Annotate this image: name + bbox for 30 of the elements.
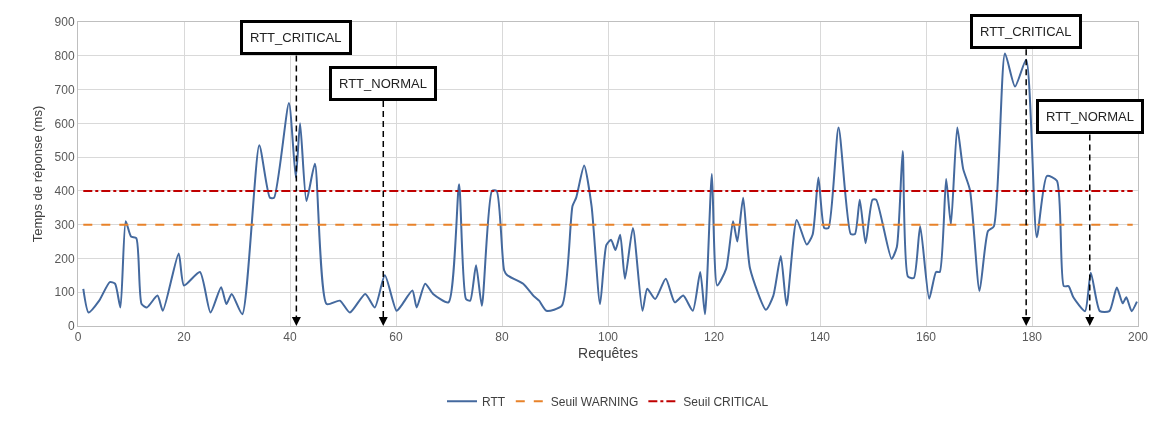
y-tick-label: 200 <box>54 251 75 266</box>
y-tick-label: 800 <box>54 48 75 63</box>
x-tick-label: 40 <box>283 330 297 345</box>
ref-line-label: RTT_NORMAL <box>339 76 427 91</box>
x-tick-label: 200 <box>1127 330 1149 345</box>
x-tick-label: 60 <box>389 330 403 345</box>
x-tick-label: 100 <box>597 330 619 345</box>
y-tick-label: 400 <box>54 184 75 199</box>
x-tick-label: 120 <box>703 330 725 345</box>
legend-label: Seuil CRITICAL <box>683 394 769 409</box>
line-series <box>82 52 1138 316</box>
y-axis-title: Temps de réponse (ms) <box>30 105 45 243</box>
y-tick-label: 900 <box>54 15 75 30</box>
y-tick-label: 300 <box>54 217 75 232</box>
y-tick-label: 500 <box>54 150 75 165</box>
ref-line-label: RTT_NORMAL <box>1046 109 1134 124</box>
x-tick-label: 180 <box>1021 330 1043 345</box>
ref-line-label: RTT_CRITICAL <box>980 24 1072 39</box>
x-tick-label: 140 <box>809 330 831 345</box>
x-axis-title: Requêtes <box>578 344 638 361</box>
legend-label: Seuil WARNING <box>550 394 639 409</box>
x-tick-label: 160 <box>915 330 937 345</box>
x-tick-label: 80 <box>495 330 509 345</box>
x-tick-label: 20 <box>177 330 191 345</box>
y-tick-label: 700 <box>54 82 75 97</box>
legend-label: RTT <box>482 394 506 409</box>
y-tick-label: 0 <box>67 319 75 334</box>
y-tick-label: 600 <box>54 116 75 131</box>
ref-line-label: RTT_CRITICAL <box>250 30 342 45</box>
y-tick-label: 100 <box>54 285 75 300</box>
